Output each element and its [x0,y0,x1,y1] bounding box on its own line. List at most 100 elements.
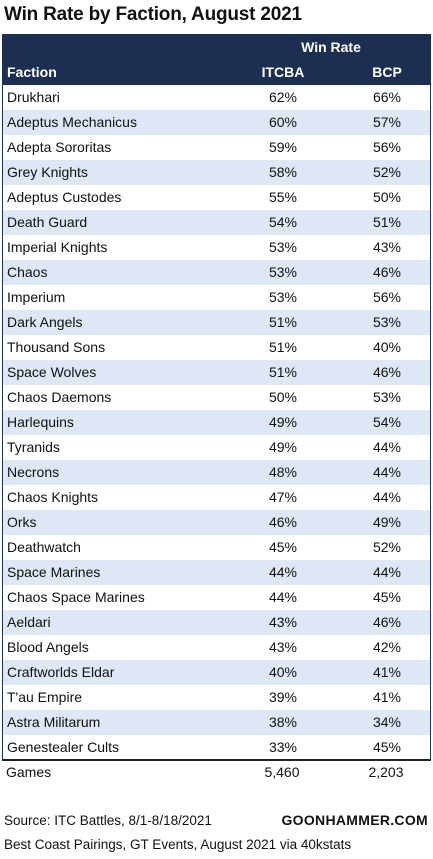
table-row: Grey Knights 58% 52% [3,160,430,185]
itcba-cell: 60% [268,114,298,130]
table-row: Adeptus Custodes 55% 50% [3,185,430,210]
bcp-cell: 56% [372,139,402,155]
itcba-cell: 53% [268,239,298,255]
table-row: Tyranids 49% 44% [3,435,430,460]
itcba-cell: 46% [268,514,298,530]
faction-cell: Blood Angels [7,639,89,655]
bcp-cell: 46% [372,264,402,280]
faction-cell: Chaos Space Marines [7,589,145,605]
itcba-cell: 33% [268,739,298,755]
bcp-cell: 44% [372,464,402,480]
table-row: Death Guard 54% 51% [3,210,430,235]
faction-cell: Space Marines [7,564,101,580]
bcp-cell: 66% [372,89,402,105]
itcba-cell: 51% [268,364,298,380]
faction-cell: Adepta Sororitas [7,139,112,155]
faction-cell: Genestealer Cults [7,739,120,755]
bcp-cell: 41% [372,689,402,705]
bcp-cell: 45% [372,739,402,755]
faction-cell: Aeldari [7,614,51,630]
bcp-cell: 45% [372,589,402,605]
games-bcp: 2,203 [368,764,404,780]
itcba-cell: 44% [268,589,298,605]
win-rate-table: Win Rate Faction ITCBA BCP Drukhari 62% 66… [2,34,431,761]
itcba-cell: 55% [268,189,298,205]
itcba-cell: 43% [268,639,298,655]
itcba-cell: 44% [268,564,298,580]
games-total-row: Games 5,460 2,203 [2,759,431,785]
faction-cell: Death Guard [7,214,88,230]
faction-cell: Craftworlds Eldar [7,664,115,680]
source-note-1: Source: ITC Battles, 8/1-8/18/2021 [4,813,212,828]
table-row: Necrons 48% 44% [3,460,430,485]
faction-cell: Dark Angels [7,314,83,330]
itcba-cell: 40% [268,664,298,680]
itcba-cell: 49% [268,439,298,455]
table-row: Orks 46% 49% [3,510,430,535]
bcp-cell: 46% [372,614,402,630]
faction-cell: Imperial Knights [7,239,108,255]
table-row: Chaos 53% 46% [3,260,430,285]
bcp-cell: 54% [372,414,402,430]
bcp-cell: 46% [372,364,402,380]
table-row: Deathwatch 45% 52% [3,535,430,560]
table-row: T'au Empire 39% 41% [3,685,430,710]
itcba-cell: 58% [268,164,298,180]
table-row: Chaos Knights 47% 44% [3,485,430,510]
table-row: Drukhari 62% 66% [3,85,430,110]
bcp-cell: 43% [372,239,402,255]
source-note-2: Best Coast Pairings, GT Events, August 2… [4,837,352,852]
faction-cell: T'au Empire [7,689,83,705]
itcba-cell: 43% [268,614,298,630]
table-row: Dark Angels 51% 53% [3,310,430,335]
bcp-cell: 50% [372,189,402,205]
bcp-cell: 49% [372,514,402,530]
bcp-cell: 44% [372,564,402,580]
brand-logo-text: GOONHAMMER.COM [281,812,428,828]
bcp-cell: 57% [372,114,402,130]
itcba-cell: 62% [268,89,298,105]
column-header-itcba: ITCBA [261,64,305,80]
itcba-cell: 49% [268,414,298,430]
faction-cell: Drukhari [7,89,60,105]
itcba-cell: 54% [268,214,298,230]
table-row: Chaos Space Marines 44% 45% [3,585,430,610]
column-header-faction: Faction [7,64,57,80]
table-row: Imperium 53% 56% [3,285,430,310]
faction-cell: Orks [7,514,37,530]
faction-cell: Space Wolves [7,364,97,380]
table-row: Imperial Knights 53% 43% [3,235,430,260]
table-row: Adepta Sororitas 59% 56% [3,135,430,160]
itcba-cell: 53% [268,264,298,280]
faction-cell: Harlequins [7,414,74,430]
faction-cell: Thousand Sons [7,339,106,355]
bcp-cell: 51% [372,214,402,230]
itcba-cell: 38% [268,714,298,730]
table-row: Space Marines 44% 44% [3,560,430,585]
table-row: Blood Angels 43% 42% [3,635,430,660]
bcp-cell: 40% [372,339,402,355]
bcp-cell: 53% [372,314,402,330]
itcba-cell: 45% [268,539,298,555]
bcp-cell: 44% [372,489,402,505]
bcp-cell: 41% [372,664,402,680]
table-body: Drukhari 62% 66% Adeptus Mechanicus 60% 57% Ad… [3,85,430,760]
faction-cell: Chaos Knights [7,489,99,505]
itcba-cell: 51% [268,339,298,355]
table-row: Adeptus Mechanicus 60% 57% [3,110,430,135]
group-header-win-rate: Win Rate [301,39,361,55]
faction-cell: Adeptus Mechanicus [7,114,137,130]
itcba-cell: 47% [268,489,298,505]
faction-cell: Imperium [7,289,66,305]
bcp-cell: 52% [372,164,402,180]
table-row: Space Wolves 51% 46% [3,360,430,385]
games-itcba: 5,460 [264,764,300,780]
bcp-cell: 53% [372,389,402,405]
table-row: Genestealer Cults 33% 45% [3,735,430,760]
games-label: Games [6,764,52,780]
table-row: Craftworlds Eldar 40% 41% [3,660,430,685]
itcba-cell: 51% [268,314,298,330]
table-header: Win Rate Faction ITCBA BCP [3,35,430,85]
table-row: Harlequins 49% 54% [3,410,430,435]
table-row: Astra Militarum 38% 34% [3,710,430,735]
